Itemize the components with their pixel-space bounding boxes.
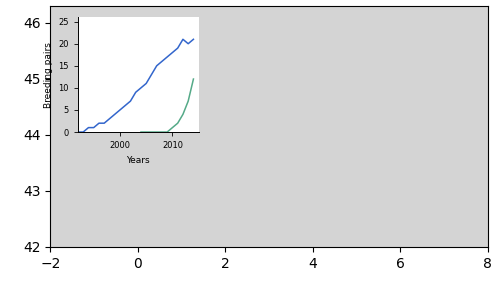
Y-axis label: Breeding pairs: Breeding pairs — [44, 42, 53, 108]
X-axis label: Years: Years — [127, 156, 150, 165]
